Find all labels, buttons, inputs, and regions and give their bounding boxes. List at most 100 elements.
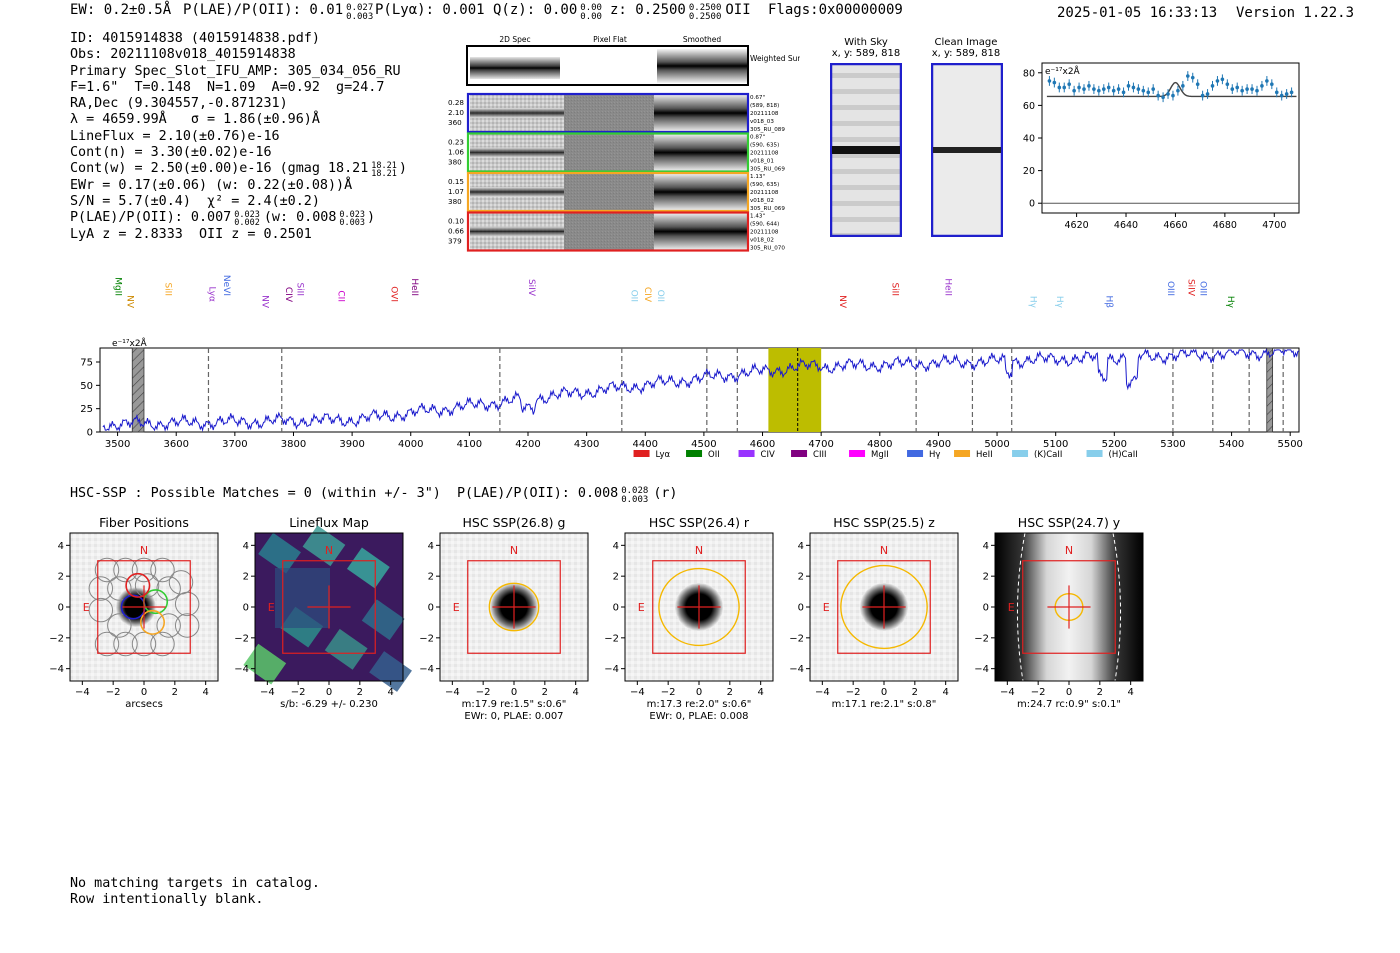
weighted-sum-row: Weighted Sum bbox=[466, 45, 800, 86]
zoom-data-point bbox=[1111, 88, 1116, 93]
spectrum-line-label: CIV bbox=[283, 287, 293, 303]
cutout-row-stat: 0.15 bbox=[448, 177, 464, 186]
east-label: E bbox=[638, 601, 645, 614]
hsc-summary: HSC-SSP : Possible Matches = 0 (within +… bbox=[70, 486, 678, 505]
cutout-row-stat: 0.28 bbox=[448, 98, 464, 107]
cutout-header-smoothed: Smoothed bbox=[683, 35, 722, 44]
spectrum-highlight-band bbox=[768, 348, 822, 432]
zoom-data-point bbox=[1171, 93, 1175, 98]
header-z-lo: 0.2500 bbox=[688, 12, 722, 22]
panel-xtick-label: −2 bbox=[106, 687, 121, 698]
panel-ytick-label: 4 bbox=[983, 541, 989, 552]
fiber-circle bbox=[134, 573, 160, 598]
spectrum-legend-item: CIII bbox=[791, 450, 827, 460]
legend-swatch bbox=[738, 450, 755, 457]
panel-xtick-label: 0 bbox=[696, 687, 702, 698]
zoom-data-point bbox=[1260, 84, 1264, 88]
zoom-data-point bbox=[1141, 88, 1146, 93]
zoom-data-point bbox=[1161, 95, 1165, 100]
cutout-smoothed bbox=[654, 212, 748, 251]
header-plya: P(Lyα): 0.001 bbox=[375, 2, 485, 18]
zoom-data-point bbox=[1077, 85, 1081, 90]
zoom-data-point bbox=[1146, 90, 1151, 95]
flux-blob bbox=[324, 628, 368, 670]
zoom-data-point bbox=[1101, 87, 1106, 91]
spectrum-masked-region bbox=[131, 347, 145, 433]
panel-caption: m:17.3 re:2.0" s:0.6" bbox=[647, 699, 752, 710]
panel-xtick-label: 2 bbox=[542, 687, 548, 698]
cutout-trace bbox=[470, 108, 564, 118]
zoom-ytick-label: 20 bbox=[1023, 166, 1035, 177]
panel-ytick-label: 2 bbox=[428, 572, 434, 583]
flux-blob bbox=[346, 547, 390, 589]
spectrum-line-label: SiII bbox=[294, 282, 304, 296]
spectrum-masked-region bbox=[1266, 347, 1274, 433]
fiber-circle bbox=[131, 557, 157, 583]
info-line: LineFlux = 2.10(±0.76)e-16 bbox=[70, 128, 280, 144]
panel-ytick-label: 4 bbox=[58, 541, 64, 552]
image-panel-1: Fiber Positions N E −4 −4 −2 −2 0 0 2 2 4 4 arcsecs bbox=[49, 515, 219, 710]
cutout-row-stat: 380 bbox=[448, 197, 462, 206]
fiber-circle bbox=[94, 631, 120, 657]
info-contw: Cont(w) = 2.50(±0.00)e-16 (gmag 18.21 18.… bbox=[70, 160, 407, 180]
panel-xtick-label: 0 bbox=[511, 687, 517, 698]
panel-ytick-label: 0 bbox=[58, 603, 64, 614]
fiber-circle bbox=[88, 597, 114, 623]
spectrum-xtick-label: 4300 bbox=[574, 439, 599, 450]
legend-swatch bbox=[1012, 450, 1029, 457]
panel-xtick-label: 2 bbox=[172, 687, 178, 698]
flux-blob bbox=[361, 599, 405, 641]
zoom-xtick-label: 4640 bbox=[1114, 220, 1138, 231]
panel-title: HSC SSP(26.4) r bbox=[649, 515, 750, 530]
zoom-data-point bbox=[1220, 77, 1225, 82]
spectrum-line-label: SiIV bbox=[526, 279, 536, 297]
panel-title: HSC SSP(24.7) y bbox=[1018, 515, 1121, 530]
zoom-data-point bbox=[1250, 87, 1254, 91]
spectrum-line-label: SiII bbox=[890, 282, 900, 296]
info-line: F=1.6" T=0.148 N=1.09 A=0.92 g=24.7 bbox=[70, 79, 385, 95]
spectrum-unit-label: e⁻¹⁷x2Å bbox=[112, 337, 148, 349]
zoom-data-point bbox=[1185, 74, 1190, 78]
fiber-circle bbox=[150, 631, 175, 657]
image-panel-2: Lineflux Map N E −4 −4 −2 −2 0 0 2 2 4 4 s/b: -6.29 +… bbox=[234, 515, 412, 710]
legend-swatch bbox=[1086, 450, 1103, 457]
header-plae-lo: 0.003 bbox=[346, 12, 374, 22]
zoom-data-point bbox=[1279, 93, 1284, 98]
panel-xtick-label: −2 bbox=[846, 687, 861, 698]
catalog-footer: No matching targets in catalog. Row inte… bbox=[70, 876, 320, 907]
panel-xtick-label: 4 bbox=[1127, 687, 1133, 698]
spectrum-xtick-label: 3900 bbox=[339, 439, 364, 450]
cutout-row-meta: 305_RU_069 bbox=[750, 206, 785, 212]
panel-xtick-label: 2 bbox=[357, 687, 363, 698]
header-flags: Flags:0x00000009 bbox=[768, 2, 903, 18]
weighted-sum-label: Weighted Sum bbox=[750, 54, 800, 63]
detection-info: ID: 4015914838 (4015914838.pdf) Obs: 202… bbox=[70, 31, 407, 243]
flux-blob bbox=[302, 525, 346, 567]
panel-title: Fiber Positions bbox=[99, 515, 189, 530]
image-panel-3: HSC SSP(26.8) g N E −4 −4 −2 −2 0 0 2 2 4 4 m:17.9 re… bbox=[419, 515, 589, 722]
zoom-data-point bbox=[1225, 82, 1230, 86]
fiber-circle bbox=[174, 613, 200, 638]
fiber-circle bbox=[107, 613, 132, 638]
spectrum-line-label: OIII bbox=[1165, 281, 1175, 296]
cutout-row-meta: v018_02 bbox=[750, 198, 774, 204]
cutout-row-meta: 20211108 bbox=[750, 190, 779, 196]
cutout-row-frame bbox=[466, 132, 750, 173]
cutout-row-frame bbox=[466, 92, 750, 134]
info-line: ID: 4015914838 (4015914838.pdf) bbox=[70, 31, 320, 46]
panel-ytick-label: 2 bbox=[983, 572, 989, 583]
spectrum-xtick-label: 5400 bbox=[1219, 439, 1244, 450]
aperture-ellipse bbox=[488, 582, 540, 632]
zoom-data-point bbox=[1052, 80, 1057, 85]
fiber-highlight bbox=[139, 609, 165, 635]
panel-ytick-label: −4 bbox=[604, 664, 619, 675]
header-qz: Q(z): 0.00 0.00 0.00 bbox=[493, 2, 602, 22]
cutout-row-stat: 1.06 bbox=[448, 148, 464, 157]
zoom-data-point bbox=[1131, 85, 1136, 90]
header-ew: EW: 0.2±0.5Å bbox=[70, 2, 172, 18]
panel-ytick-label: 0 bbox=[243, 603, 249, 614]
legend-swatch bbox=[686, 450, 703, 457]
cutout-row-meta: (590, 635) bbox=[750, 182, 779, 188]
spectrum-line-label: MgII bbox=[113, 277, 123, 296]
spectrum-xtick-label: 4200 bbox=[515, 439, 540, 450]
